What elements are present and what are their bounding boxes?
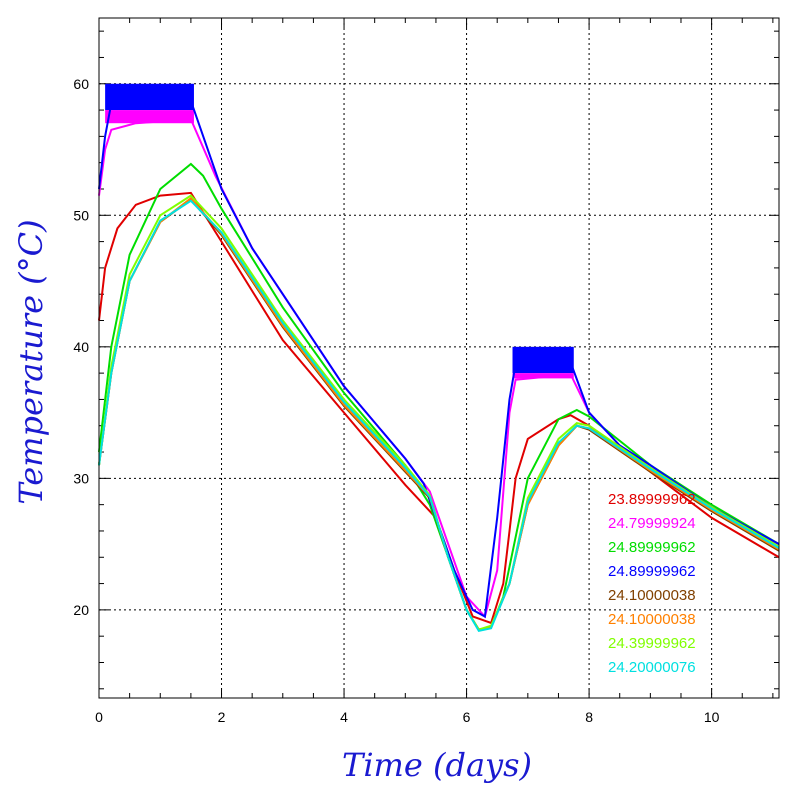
- x-tick-label: 0: [95, 709, 103, 725]
- series-line-4: [98, 99, 780, 619]
- legend-entry-1: 23.89999962: [608, 491, 696, 508]
- x-tick-label: 8: [585, 709, 593, 725]
- y-tick-label: 30: [73, 470, 89, 486]
- oscillation-band: [512, 346, 574, 374]
- oscillation-band: [512, 373, 574, 379]
- y-axis-title: Temperature (°C): [12, 219, 50, 504]
- x-tick-label: 2: [218, 709, 226, 725]
- y-tick-label: 50: [73, 207, 89, 223]
- y-tick-label: 20: [73, 602, 89, 618]
- x-tick-label: 6: [463, 709, 471, 725]
- y-tick-label: 60: [73, 76, 89, 92]
- oscillation-band: [105, 83, 194, 111]
- series-line-3: [98, 162, 780, 631]
- plot-frame: [98, 17, 780, 699]
- y-tick-label: 40: [73, 339, 89, 355]
- legend-entry-5: 24.10000038: [608, 587, 696, 604]
- x-tick-label: 10: [704, 709, 720, 725]
- x-axis-title: Time (days): [342, 746, 532, 784]
- legend-entry-2: 24.79999924: [608, 515, 696, 532]
- legend-entry-8: 24.20000076: [608, 659, 696, 676]
- legend-entry-3: 24.89999962: [608, 539, 696, 556]
- x-tick-label: 4: [340, 709, 348, 725]
- legend-entry-6: 24.10000038: [608, 611, 696, 628]
- series-line-1: [98, 191, 780, 625]
- legend-entry-7: 24.39999962: [608, 635, 696, 652]
- series-line-8: [98, 199, 780, 633]
- legend-entry-4: 24.89999962: [608, 563, 696, 580]
